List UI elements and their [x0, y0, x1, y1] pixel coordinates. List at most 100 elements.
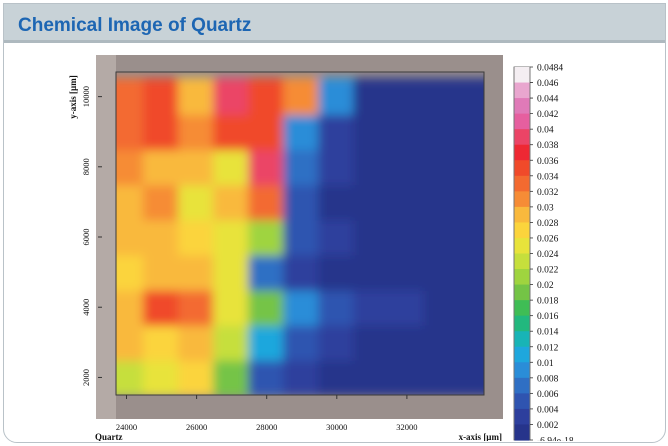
y-axis: 2000 4000 6000 8000 10000 [81, 86, 102, 386]
heatmap-cell [318, 148, 356, 186]
heatmap-cell [318, 288, 356, 326]
heatmap-cell [143, 218, 181, 256]
x-tick-label: 30000 [326, 422, 347, 432]
colorbar-swatch [514, 393, 530, 410]
heatmap-cell [423, 253, 461, 291]
heatmap-cell [248, 78, 286, 116]
heatmap-cell [178, 113, 216, 151]
heatmap-cell [283, 113, 321, 151]
header-divider [4, 40, 665, 43]
heatmap-cell [143, 288, 181, 326]
sample-label: Quartz [95, 432, 123, 441]
colorbar-swatch [514, 315, 530, 332]
heatmap-cells [116, 78, 484, 395]
colorbar-swatch [514, 206, 530, 224]
heatmap-cell [213, 148, 251, 186]
heatmap-cell [458, 113, 484, 151]
colorbar-label: 0.032 [537, 188, 559, 198]
heatmap-cell [353, 323, 391, 361]
x-tick-label: 24000 [116, 422, 137, 432]
colorbar-swatch [514, 269, 530, 286]
heatmap-cell [283, 253, 321, 291]
colorbar-label: 0.034 [537, 172, 559, 182]
x-axis-label: x-axis [µm] [459, 432, 502, 441]
heatmap-cell [388, 113, 426, 151]
colorbar-label: 0.02 [537, 281, 554, 291]
heatmap-cell [248, 183, 286, 221]
heatmap-cell [213, 358, 251, 395]
page-title: Chemical Image of Quartz [18, 15, 252, 36]
heatmap-cell [353, 358, 391, 395]
heatmap-cell [318, 253, 356, 291]
heatmap-cell [353, 148, 391, 186]
heatmap-cell [178, 358, 216, 395]
heatmap-cell [353, 113, 391, 151]
heatmap-cell [388, 148, 426, 186]
colorbar-swatch [514, 67, 530, 84]
heatmap-cell [458, 218, 484, 256]
colorbar-label: 0.018 [537, 297, 559, 307]
colorbar-label: 0.024 [537, 250, 559, 260]
colorbar-swatch [514, 129, 530, 146]
heatmap-cell [283, 78, 321, 116]
heatmap-cell [458, 183, 484, 221]
heatmap-cell [213, 78, 251, 116]
heatmap-cell [248, 218, 286, 256]
colorbar-label: -6.94e-18 [537, 437, 574, 442]
chart-card: Chemical Image of Quartz 24000 26000 28000… [3, 3, 666, 443]
heatmap-cell [213, 288, 251, 326]
heatmap-cell [213, 113, 251, 151]
heatmap-cell [143, 323, 181, 361]
colorbar-swatch [514, 424, 530, 441]
heatmap-cell [143, 113, 181, 151]
colorbar-swatch [514, 408, 530, 426]
heatmap-cell [458, 148, 484, 186]
heatmap-cell [318, 78, 356, 116]
x-tick-label: 28000 [256, 422, 277, 432]
colorbar-label: 0.014 [537, 328, 559, 338]
heatmap-cell [178, 183, 216, 221]
colorbar-label: 0.0484 [537, 64, 563, 74]
heatmap-cell [248, 113, 286, 151]
heatmap-cell [423, 358, 461, 395]
heatmap-cell [353, 218, 391, 256]
colorbar-label: 0.03 [537, 203, 554, 213]
colorbar-label: 0.038 [537, 141, 559, 151]
heatmap-cell [143, 358, 181, 395]
heatmap-cell [318, 218, 356, 256]
colorbar-label: 0.006 [537, 390, 559, 400]
heatmap-cell [423, 183, 461, 221]
heatmap-cell [318, 113, 356, 151]
colorbar-swatch [514, 377, 530, 394]
x-tick-label: 32000 [396, 422, 417, 432]
colorbar-label: 0.002 [537, 421, 559, 431]
colorbar-swatch [514, 191, 530, 208]
heatmap-cell [116, 288, 146, 326]
heatmap-cell [423, 113, 461, 151]
y-tick-label: 6000 [81, 229, 91, 246]
heatmap-cell [213, 323, 251, 361]
heatmap-cell [116, 253, 146, 291]
colorbar-swatch [514, 362, 530, 379]
heatmap-cell [178, 288, 216, 326]
heatmap-cell [388, 183, 426, 221]
y-tick-label: 10000 [81, 86, 91, 107]
heatmap-cell [143, 253, 181, 291]
heatmap-cell [423, 78, 461, 116]
heatmap-cell [423, 218, 461, 256]
colorbar-label: 0.026 [537, 234, 559, 244]
heatmap-cell [353, 183, 391, 221]
colorbar-swatch [514, 284, 530, 301]
heatmap-cell [458, 253, 484, 291]
colorbar-swatch [514, 300, 530, 317]
heatmap-cell [283, 323, 321, 361]
heatmap-cell [283, 358, 321, 395]
heatmap-cell [353, 253, 391, 291]
heatmap-cell [318, 323, 356, 361]
heatmap-cell [318, 358, 356, 395]
heatmap-cell [213, 218, 251, 256]
heatmap-cell [458, 323, 484, 361]
heatmap-cell [116, 78, 146, 116]
heatmap-cell [283, 218, 321, 256]
heatmap-cell [178, 218, 216, 256]
